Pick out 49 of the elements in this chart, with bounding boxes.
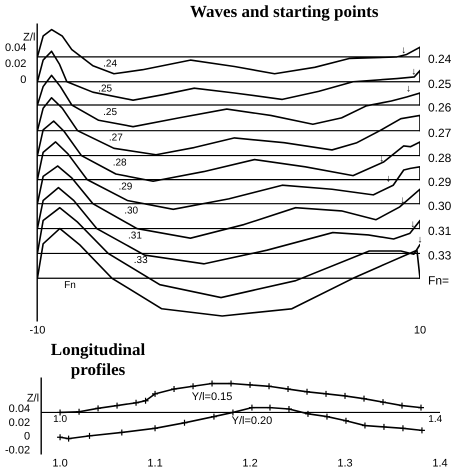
series-label: 0.27 bbox=[428, 126, 452, 140]
annotation: ↓ bbox=[406, 84, 412, 95]
annotation: .25 bbox=[103, 106, 118, 118]
text: Fn= bbox=[428, 274, 450, 288]
annotation: .24 bbox=[103, 58, 118, 70]
x-tick-label: -10 bbox=[29, 324, 46, 336]
series-label: 0.31 bbox=[428, 224, 452, 238]
annotation: .30 bbox=[124, 205, 139, 216]
series-label: 0.24 bbox=[428, 52, 452, 66]
annotation: ↓ bbox=[400, 195, 406, 206]
y-tick-label: 0.02 bbox=[8, 416, 30, 429]
series-label: 0.25 bbox=[428, 77, 452, 92]
y-axis-title: Z/l bbox=[26, 392, 40, 405]
chart-title: Longitudinal profiles bbox=[50, 340, 146, 380]
annotation: 1.4 bbox=[428, 414, 443, 426]
series-label: 0.28 bbox=[428, 150, 452, 165]
annotation: .28 bbox=[112, 157, 128, 168]
y-tick-label: 0.02 bbox=[4, 58, 26, 70]
series-label: 0.30 bbox=[428, 198, 452, 213]
x-tick-label: 1.0 bbox=[52, 457, 68, 470]
annotation: .29 bbox=[118, 181, 133, 192]
x-tick-label: 1.1 bbox=[147, 457, 163, 470]
annotation: .33 bbox=[134, 255, 148, 266]
annotation: ↓ bbox=[401, 45, 406, 56]
y-tick-label: -0.02 bbox=[4, 444, 30, 456]
x-tick-label: 1.4 bbox=[432, 457, 448, 470]
y-tick-label: 0.04 bbox=[4, 42, 26, 54]
annotation: ↓ bbox=[411, 66, 416, 78]
series-label: 0.26 bbox=[428, 100, 452, 114]
y-tick-label: 0 bbox=[24, 430, 30, 443]
x-tick-label: 10 bbox=[414, 324, 426, 336]
annotation: .25 bbox=[98, 84, 113, 95]
x-tick-label: 1.3 bbox=[337, 457, 353, 470]
annotation: ↓ bbox=[418, 234, 422, 246]
annotation: ↓ bbox=[410, 219, 416, 230]
chart-title: Waves and starting points bbox=[190, 2, 378, 22]
series-label: 0.29 bbox=[428, 174, 452, 189]
series-label: Y/l=0.15 bbox=[192, 391, 232, 404]
series-label: Y/l=0.20 bbox=[232, 415, 272, 428]
annotation: ↓ bbox=[379, 153, 384, 164]
y-tick-label: 0.04 bbox=[8, 403, 30, 416]
y-tick-label: 0 bbox=[20, 74, 26, 86]
annotation: .27 bbox=[108, 132, 124, 144]
annotation: .31 bbox=[128, 230, 142, 242]
x-tick-label: 1.2 bbox=[242, 457, 258, 470]
y-axis-title: Z/l bbox=[23, 32, 36, 44]
series-label: 0.33 bbox=[428, 248, 452, 263]
annotation: 1.0 bbox=[53, 414, 68, 426]
annotation: Fn bbox=[64, 280, 76, 292]
